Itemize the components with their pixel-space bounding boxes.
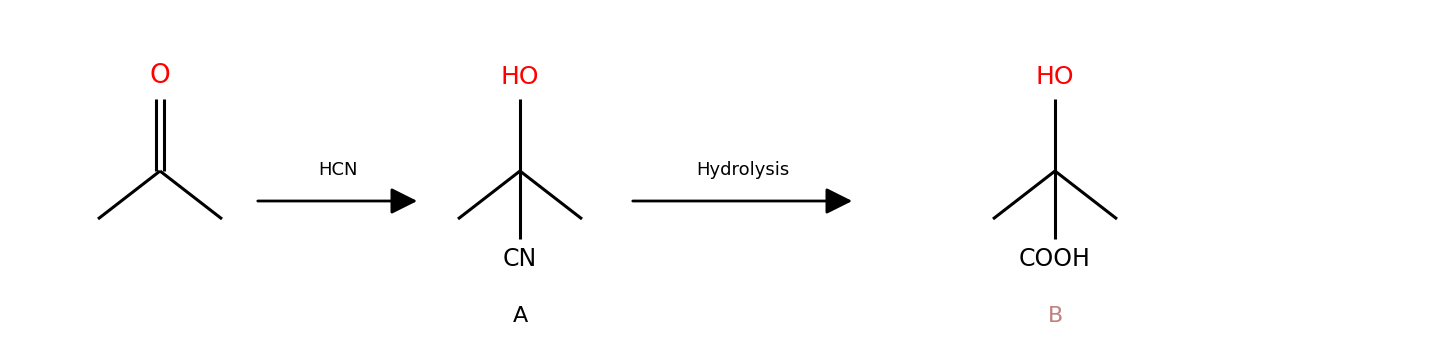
Text: O: O (150, 63, 170, 89)
Text: COOH: COOH (1019, 247, 1090, 271)
Text: B: B (1047, 306, 1063, 326)
Text: HCN: HCN (317, 161, 357, 179)
Text: Hydrolysis: Hydrolysis (696, 161, 789, 179)
Text: HO: HO (1036, 65, 1075, 89)
Text: CN: CN (503, 247, 537, 271)
Text: A: A (513, 306, 527, 326)
Text: HO: HO (500, 65, 539, 89)
